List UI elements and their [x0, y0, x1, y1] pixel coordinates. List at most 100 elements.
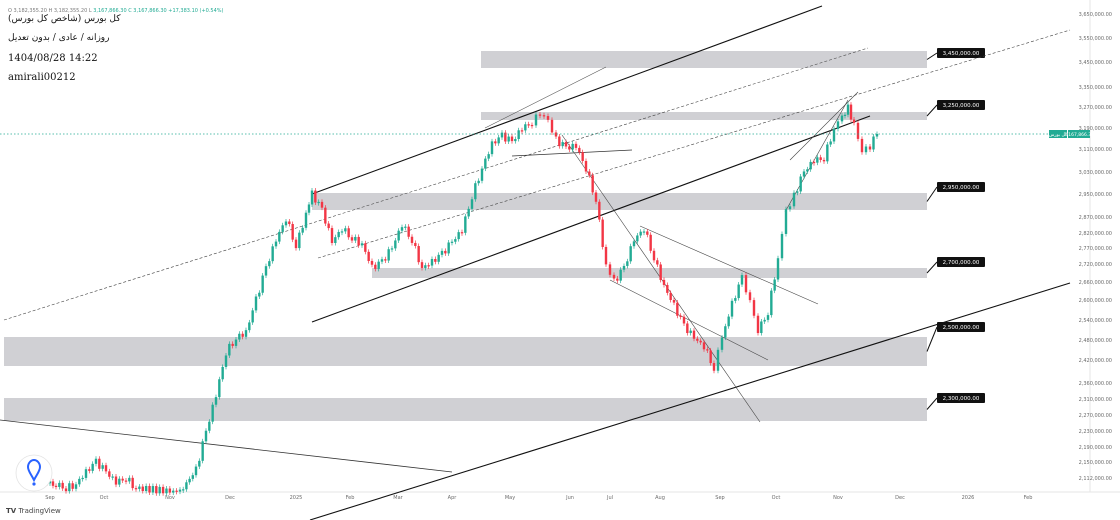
zone-price-label-box	[937, 257, 985, 267]
price-axis-tick-label: 2,360,000.00	[1079, 381, 1112, 387]
candle-body	[520, 130, 524, 132]
candle-body	[740, 275, 744, 285]
candle-body	[578, 147, 581, 153]
time-axis-tick-label: Oct	[772, 495, 781, 501]
candle-body	[652, 250, 656, 261]
candle-body	[574, 143, 578, 148]
candle-body	[178, 489, 182, 492]
candle-body	[809, 161, 812, 170]
candle-body	[301, 227, 304, 233]
candle-body	[584, 160, 588, 172]
candle-body	[796, 191, 799, 193]
candle-body	[626, 261, 629, 266]
candle-body	[699, 340, 702, 343]
zone-price-label: 2,300,000.00	[943, 396, 980, 402]
candle-body	[776, 258, 780, 280]
candle-body	[802, 171, 806, 177]
support-resistance-zone	[4, 398, 927, 421]
tradingview-brand[interactable]: TV TradingView	[6, 507, 61, 515]
candle-body	[868, 146, 872, 150]
zone-price-label: 3,250,000.00	[943, 103, 980, 109]
candle-body	[604, 246, 608, 265]
candle-body	[231, 343, 234, 346]
candle-body	[679, 315, 682, 317]
trend-line	[311, 115, 871, 323]
candle-body	[619, 269, 622, 281]
zone-price-label-box	[937, 48, 985, 58]
time-axis-tick-label: Oct	[100, 495, 109, 501]
candle-body	[340, 231, 344, 233]
candle-body	[98, 458, 101, 469]
price-axis-tick-label: 2,720,000.00	[1079, 262, 1112, 268]
candle-body	[185, 482, 188, 490]
candle-body	[254, 296, 258, 311]
candle-body	[71, 483, 74, 489]
candle-body	[364, 243, 367, 252]
candle-body	[629, 246, 632, 262]
price-axis-tick-label: 2,600,000.00	[1079, 298, 1112, 304]
candle-body	[662, 279, 666, 285]
candle-body	[281, 225, 284, 232]
time-axis-tick-label: Nov	[165, 495, 175, 501]
candle-body	[696, 338, 699, 341]
candle-body	[84, 469, 88, 478]
support-resistance-zone	[312, 193, 927, 210]
candle-body	[748, 292, 752, 301]
time-axis-tick-label: May	[505, 495, 515, 501]
candle-body	[121, 478, 124, 481]
candle-body	[344, 228, 347, 232]
candle-body	[564, 142, 568, 147]
drawing-tool-icon[interactable]	[15, 454, 53, 492]
candle-body	[669, 292, 672, 300]
candle-body	[829, 141, 832, 145]
candle-body	[524, 124, 527, 131]
candle-body	[666, 284, 669, 293]
candle-body	[350, 237, 354, 241]
candle-body	[434, 258, 437, 262]
candle-body	[384, 259, 387, 261]
time-axis-tick-label: Nov	[833, 495, 843, 501]
candle-body	[258, 292, 261, 297]
candle-body	[594, 192, 598, 202]
support-resistance-zone	[481, 112, 927, 120]
candle-body	[840, 115, 844, 122]
candle-body	[291, 224, 294, 240]
candle-body	[241, 333, 244, 337]
candle-body	[134, 488, 138, 490]
candle-body	[264, 266, 268, 276]
candle-body	[864, 146, 868, 153]
candle-body	[504, 132, 507, 142]
candle-body	[78, 478, 81, 485]
candle-body	[444, 250, 447, 254]
candle-body	[500, 132, 504, 138]
candle-body	[417, 246, 420, 263]
candle-body	[337, 231, 340, 238]
candle-body	[702, 342, 706, 350]
candle-body	[278, 231, 281, 242]
candle-body	[542, 115, 546, 117]
candle-body	[175, 490, 178, 492]
candle-body	[357, 236, 360, 246]
zone-price-label-box	[937, 322, 985, 332]
candle-body	[314, 190, 317, 203]
candle-body	[234, 339, 238, 346]
zone-price-label: 2,700,000.00	[943, 260, 980, 266]
price-axis-tick-label: 2,230,000.00	[1079, 429, 1112, 435]
candle-body	[330, 228, 334, 243]
candle-body	[656, 260, 659, 265]
candle-body	[151, 486, 155, 493]
candle-body	[327, 223, 330, 229]
candle-body	[460, 232, 464, 234]
candle-body	[636, 235, 639, 242]
trend-line	[784, 99, 849, 213]
chart-subtitle: روزانه / عادی / بدون تعدیل	[8, 33, 110, 43]
candle-body	[360, 243, 364, 246]
candle-body	[616, 278, 619, 281]
time-axis-tick-label: Aug	[655, 495, 665, 501]
candle-body	[682, 316, 686, 324]
trend-line	[3, 47, 869, 321]
candle-body	[646, 231, 649, 235]
time-axis-tick-label: Feb	[346, 495, 355, 501]
candle-body	[128, 477, 131, 482]
